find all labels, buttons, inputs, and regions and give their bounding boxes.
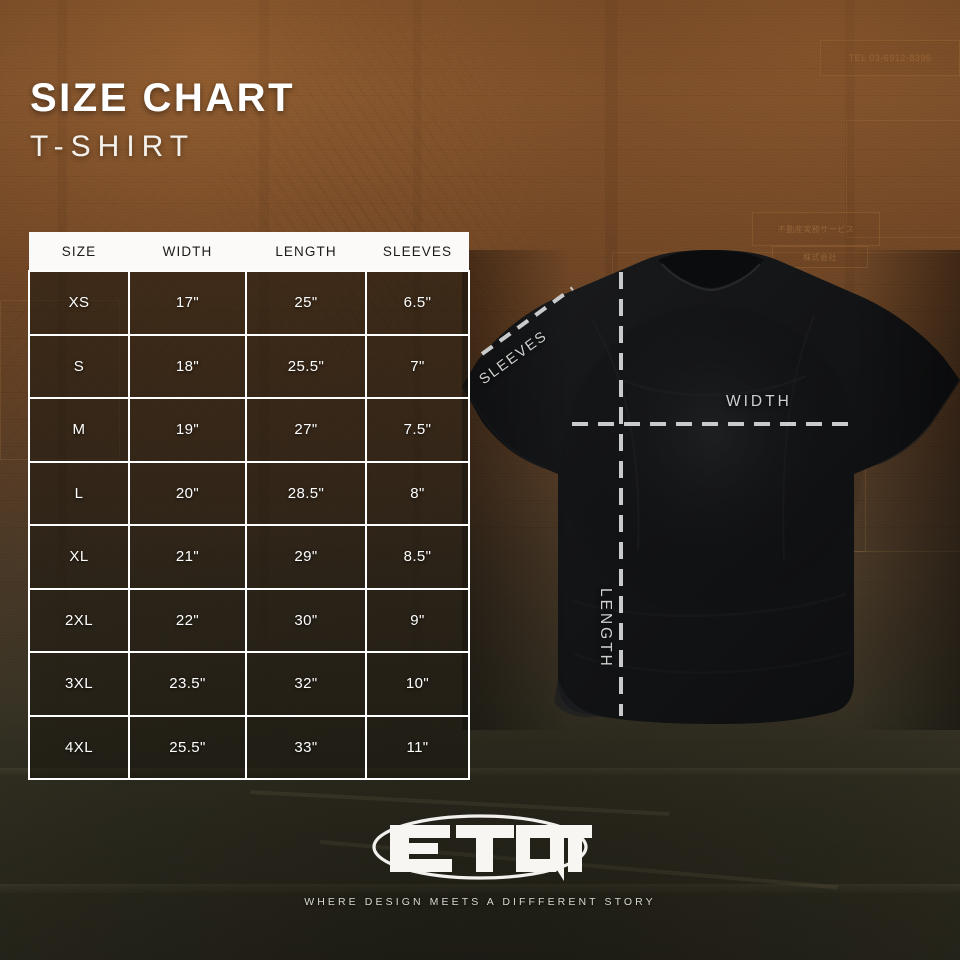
cell-sleeves: 8" <box>365 460 470 526</box>
tshirt-body-shape <box>462 250 960 730</box>
cell-length: 27" <box>245 397 367 463</box>
cell-sleeves: 9" <box>365 587 470 653</box>
table-row: 4XL 25.5" 33" 11" <box>28 714 470 780</box>
tshirt-side-shading <box>462 250 960 730</box>
cell-sleeves: 10" <box>365 651 470 717</box>
cell-length: 32" <box>245 651 367 717</box>
width-guide-line <box>572 422 848 426</box>
cell-width: 18" <box>128 333 247 399</box>
cell-sleeves: 6.5" <box>365 270 470 336</box>
table-row: XS 17" 25" 6.5" <box>28 270 470 336</box>
cell-width: 17" <box>128 270 247 336</box>
cell-length: 25.5" <box>245 333 367 399</box>
brand-tagline: WHERE DESIGN MEETS A DIFFFERENT STORY <box>304 896 656 908</box>
cell-size: XL <box>28 524 130 590</box>
table-row: 3XL 23.5" 32" 10" <box>28 651 470 717</box>
logo-wordmark <box>390 825 592 881</box>
cell-size: L <box>28 460 130 526</box>
cell-sleeves: 7.5" <box>365 397 470 463</box>
cell-sleeves: 8.5" <box>365 524 470 590</box>
column-header-size: SIZE <box>29 232 129 271</box>
cell-width: 25.5" <box>128 714 247 780</box>
table-row: M 19" 27" 7.5" <box>28 397 470 463</box>
cell-length: 30" <box>245 587 367 653</box>
cell-size: S <box>28 333 130 399</box>
tshirt-svg <box>462 250 960 730</box>
cell-sleeves: 7" <box>365 333 470 399</box>
column-header-length: LENGTH <box>246 232 366 271</box>
brand-logo <box>364 811 596 883</box>
cell-width: 19" <box>128 397 247 463</box>
size-chart-table-container: SIZE WIDTH LENGTH SLEEVES XS 17" 25" 6.5… <box>28 232 470 780</box>
cell-length: 33" <box>245 714 367 780</box>
size-chart-table: SIZE WIDTH LENGTH SLEEVES XS 17" 25" 6.5… <box>28 232 470 780</box>
cell-length: 25" <box>245 270 367 336</box>
cell-size: 4XL <box>28 714 130 780</box>
cell-size: 3XL <box>28 651 130 717</box>
cell-width: 20" <box>128 460 247 526</box>
page-title-block: SIZE CHART T-SHIRT <box>30 78 295 162</box>
cell-size: M <box>28 397 130 463</box>
logo-ellipse-outline <box>372 814 588 880</box>
table-row: XL 21" 29" 8.5" <box>28 524 470 590</box>
table-row: L 20" 28.5" 8" <box>28 460 470 526</box>
cell-width: 21" <box>128 524 247 590</box>
tshirt-illustration <box>462 250 960 730</box>
brand-logo-svg <box>372 814 592 881</box>
footer: WHERE DESIGN MEETS A DIFFFERENT STORY <box>0 811 960 908</box>
table-body: XS 17" 25" 6.5" S 18" 25.5" 7" M 19" 27"… <box>28 270 470 780</box>
cell-length: 28.5" <box>245 460 367 526</box>
cell-width: 22" <box>128 587 247 653</box>
length-label: LENGTH <box>597 588 614 669</box>
width-label: WIDTH <box>726 393 792 410</box>
table-header-row: SIZE WIDTH LENGTH SLEEVES <box>29 232 469 271</box>
column-header-sleeves: SLEEVES <box>366 232 469 271</box>
table-row: 2XL 22" 30" 9" <box>28 587 470 653</box>
cell-length: 29" <box>245 524 367 590</box>
page-title: SIZE CHART <box>30 76 295 120</box>
length-guide-line <box>619 272 623 716</box>
cell-width: 23.5" <box>128 651 247 717</box>
cell-sleeves: 11" <box>365 714 470 780</box>
cell-size: XS <box>28 270 130 336</box>
cell-size: 2XL <box>28 587 130 653</box>
column-header-width: WIDTH <box>129 232 246 271</box>
table-row: S 18" 25.5" 7" <box>28 333 470 399</box>
table-header: SIZE WIDTH LENGTH SLEEVES <box>29 232 469 271</box>
page-subtitle: T-SHIRT <box>30 130 196 163</box>
